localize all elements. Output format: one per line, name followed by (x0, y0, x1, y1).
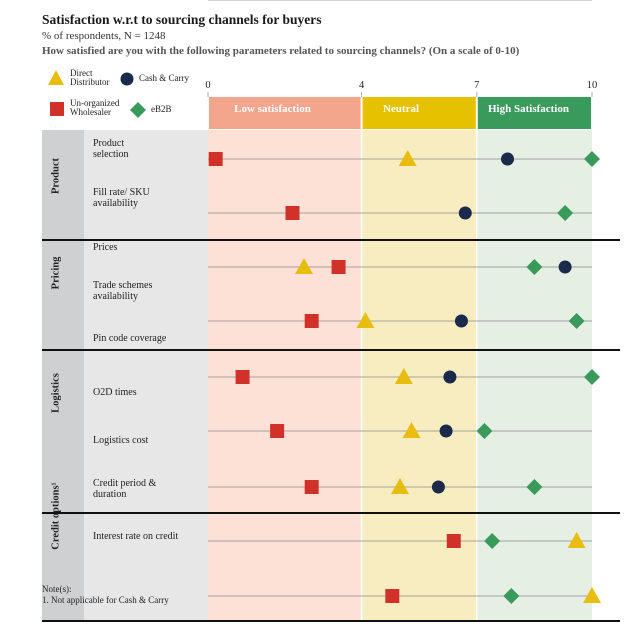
unorg-marker-2-0 (235, 370, 250, 384)
eb2b-marker-3-1 (484, 533, 501, 549)
band-high-label: High Satisfaction (488, 103, 569, 115)
unorg-marker-2-1 (270, 424, 285, 438)
eb2b-marker-0-0 (584, 151, 600, 167)
legend-cash-marker (120, 72, 134, 86)
row-label-interest-rate: Interest rate on credit (93, 531, 179, 542)
row-label-column-bg (84, 130, 208, 621)
direct-marker-3-1 (567, 532, 586, 548)
chart-title: Satisfaction w.r.t to sourcing channels … (42, 12, 322, 27)
band-high-header (477, 97, 591, 129)
direct-marker-1-0 (295, 258, 313, 274)
cash-marker-2-0 (443, 370, 457, 384)
survey-question: How satisfied are you with the following… (42, 45, 520, 57)
band-low-header (209, 97, 361, 129)
chart-subtitle: % of respondents, N = 1248 (42, 30, 166, 42)
unorg-marker-3-1 (446, 534, 461, 548)
direct-marker-0-0 (398, 150, 417, 166)
eb2b-marker-1-1 (568, 313, 585, 329)
unorg-marker-0-1 (285, 206, 300, 220)
band-low-bg (208, 130, 362, 621)
eb2b-marker-3-2 (503, 588, 520, 604)
group-column-bg (42, 130, 84, 621)
direct-marker-1-1 (356, 312, 375, 328)
unorg-marker-1-0 (331, 260, 346, 274)
direct-marker-2-1 (402, 422, 421, 438)
row-label-fill-rate: Fill rate/ SKU availability (93, 187, 150, 209)
row-label-credit-period: Credit period & duration (93, 478, 157, 500)
cash-marker-1-0 (558, 260, 572, 274)
row-label-logistics-cost: Logistics cost (93, 435, 149, 446)
x-tick-7: 7 (474, 80, 480, 91)
row-label-product-selection: Product selection (93, 138, 129, 160)
unorg-marker-3-2 (385, 589, 400, 603)
group-label-credit: Credit options¹ (50, 482, 62, 550)
cash-marker-1-1 (454, 314, 468, 328)
row-label-pin-code: Pin code coverage (93, 333, 167, 344)
group-label-logistics: Logistics (50, 373, 62, 413)
unorg-marker-1-1 (304, 314, 319, 328)
row-label-o2d: O2D times (93, 387, 137, 398)
eb2b-marker-1-0 (526, 259, 543, 275)
eb2b-marker-2-1 (476, 423, 493, 439)
group-label-pricing: Pricing (50, 256, 62, 290)
cash-marker-2-1 (439, 424, 453, 438)
row-label-prices: Prices (93, 242, 118, 253)
direct-marker-3-0 (391, 478, 409, 494)
band-low-label: Low satisfaction (234, 103, 311, 115)
legend-eb2b-label: eB2B (151, 104, 172, 114)
cash-marker-0-1 (458, 206, 472, 220)
group-label-product: Product (50, 158, 62, 194)
x-tick-0: 0 (205, 80, 211, 91)
row-label-trade-schemes: Trade schemes availability (93, 280, 153, 302)
unorg-marker-3-0 (304, 480, 319, 494)
x-tick-4: 4 (358, 80, 365, 91)
note-text: 1. Not applicable for Cash & Carry (42, 595, 169, 605)
legend-unorg-marker (50, 102, 64, 116)
band-neutral-header (362, 97, 476, 129)
legend-direct-marker (48, 70, 64, 85)
x-tick-10: 10 (586, 80, 598, 91)
unorg-marker-0-0 (208, 152, 223, 166)
direct-marker-3-2 (583, 587, 601, 603)
legend-eb2b-marker (130, 102, 146, 118)
legend-direct-label: Direct Distributor (70, 68, 110, 87)
legend-unorg-label: Un-organized Wholesaler (70, 98, 120, 117)
eb2b-marker-0-1 (557, 205, 574, 221)
direct-marker-2-0 (394, 368, 413, 384)
eb2b-marker-2-0 (584, 369, 600, 385)
legend-cash-label: Cash & Carry (139, 73, 189, 83)
cash-marker-0-0 (501, 152, 515, 166)
eb2b-marker-3-0 (526, 479, 543, 495)
note-heading: Note(s): (42, 584, 72, 594)
band-neutral-label: Neutral (382, 103, 420, 115)
cash-marker-3-0 (431, 480, 445, 494)
